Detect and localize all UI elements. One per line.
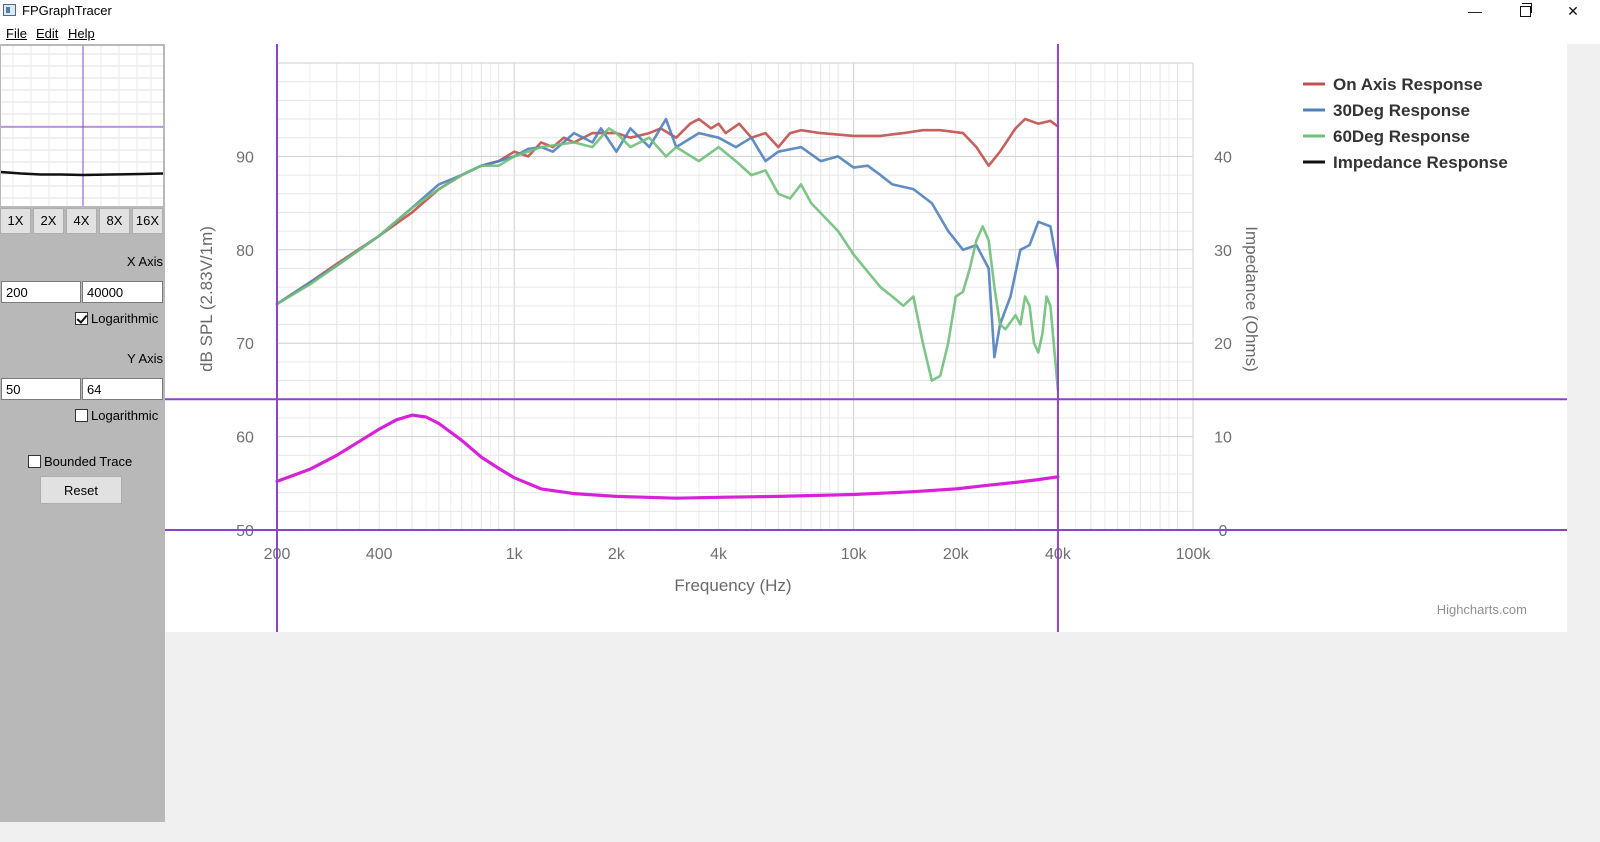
app-icon [3, 4, 16, 16]
x-axis-tick-label: 1k [506, 546, 524, 563]
x-axis-min-input[interactable] [1, 281, 81, 303]
menu-edit-label: Edit [36, 26, 59, 41]
y-axis-logarithmic-checkbox[interactable]: Logarithmic [75, 408, 158, 423]
zoom-2x-button[interactable]: 2X [33, 208, 64, 234]
x-axis-tick-label: 10k [841, 546, 868, 563]
x-axis-title: Frequency (Hz) [674, 576, 791, 595]
y2-axis-tick-label: 20 [1214, 336, 1232, 353]
zoom-16x-button[interactable]: 16X [132, 208, 163, 234]
reset-button[interactable]: Reset [40, 476, 122, 504]
status-strip [0, 822, 1600, 842]
checkbox-checked-icon [75, 312, 88, 325]
legend-30deg-label: 30Deg Response [1333, 101, 1470, 120]
chart-credit: Highcharts.com [1437, 602, 1527, 617]
y2-axis-title: Impedance (Ohms) [1242, 226, 1261, 372]
y-axis-tick-label: 70 [236, 336, 254, 353]
bounded-trace-label: Bounded Trace [44, 454, 133, 469]
x-axis-logarithmic-label: Logarithmic [91, 311, 159, 326]
menu-file[interactable]: File [6, 26, 27, 41]
maximize-button[interactable] [1502, 0, 1548, 22]
canvas-margin [1567, 44, 1600, 632]
x-axis-logarithmic-checkbox[interactable]: Logarithmic [75, 311, 158, 326]
menu-help-label: Help [68, 26, 95, 41]
x-axis-max-input[interactable] [82, 281, 163, 303]
preview-trace-line [1, 170, 163, 177]
checkbox-unchecked-icon [28, 455, 41, 468]
y2-axis-tick-label: 30 [1214, 243, 1232, 260]
y-axis-tick-label: 60 [236, 430, 254, 447]
menu-edit[interactable]: Edit [36, 26, 58, 41]
x-axis-tick-label: 2k [608, 546, 626, 563]
title-bar: FPGraphTracer — ✕ [0, 0, 1600, 22]
restore-icon [1519, 3, 1532, 17]
menu-help[interactable]: Help [68, 26, 95, 41]
x-axis-tick-label: 100k [1176, 546, 1212, 563]
series-on-axis-line [275, 117, 1060, 306]
series-60deg-line [275, 127, 1060, 392]
y2-axis-tick-label: 0 [1219, 523, 1228, 540]
x-axis-tick-label: 4k [710, 546, 728, 563]
menu-file-label: File [6, 26, 27, 41]
y-axis-min-input[interactable] [1, 378, 81, 400]
zoom-preview [1, 46, 163, 206]
zoom-4x-button[interactable]: 4X [66, 208, 97, 234]
zoom-8x-button[interactable]: 8X [99, 208, 130, 234]
x-axis-tick-label: 400 [366, 546, 393, 563]
canvas-background [165, 632, 1600, 822]
chart: 200 400 1k 2k 4k 10k 20k 40k 100k506070809001020… [165, 44, 1567, 632]
y2-axis-tick-label: 10 [1214, 430, 1232, 447]
legend-60deg-label: 60Deg Response [1333, 127, 1470, 146]
graph-canvas[interactable]: 200 400 1k 2k 4k 10k 20k 40k 100k 50 60 70 80 90 0 10 20… [165, 44, 1567, 632]
legend-impedance-label: Impedance Response [1333, 153, 1508, 172]
trace-overlay-line [275, 413, 1060, 500]
series-impedance-line [275, 413, 1060, 500]
y2-axis-tick-label: 40 [1214, 149, 1232, 166]
legend-on-axis-label: On Axis Response [1333, 75, 1483, 94]
minimize-button[interactable]: — [1468, 3, 1482, 19]
y-axis-tick-label: 80 [236, 243, 254, 260]
y-axis-tick-label: 50 [236, 523, 254, 540]
y-axis-label: Y Axis [127, 351, 163, 366]
x-axis-label: X Axis [126, 254, 163, 269]
series-30deg-line [275, 117, 1060, 359]
control-panel: 1X 2X 4X 8X 16X X Axis Logarithmic Y Axi… [0, 44, 165, 822]
x-axis-tick-label: 20k [943, 546, 970, 563]
y-axis-tick-label: 90 [236, 149, 254, 166]
checkbox-unchecked-icon [75, 409, 88, 422]
zoom-1x-button[interactable]: 1X [0, 208, 31, 234]
y-axis-logarithmic-label: Logarithmic [91, 408, 159, 423]
close-button[interactable]: ✕ [1567, 3, 1579, 19]
window-title: FPGraphTracer [22, 3, 112, 18]
bounded-trace-checkbox[interactable]: Bounded Trace [28, 454, 132, 469]
y-axis-title: dB SPL (2.83V/1m) [197, 226, 216, 372]
zoom-preview-canvas [1, 46, 163, 206]
y-axis-max-input[interactable] [82, 378, 163, 400]
